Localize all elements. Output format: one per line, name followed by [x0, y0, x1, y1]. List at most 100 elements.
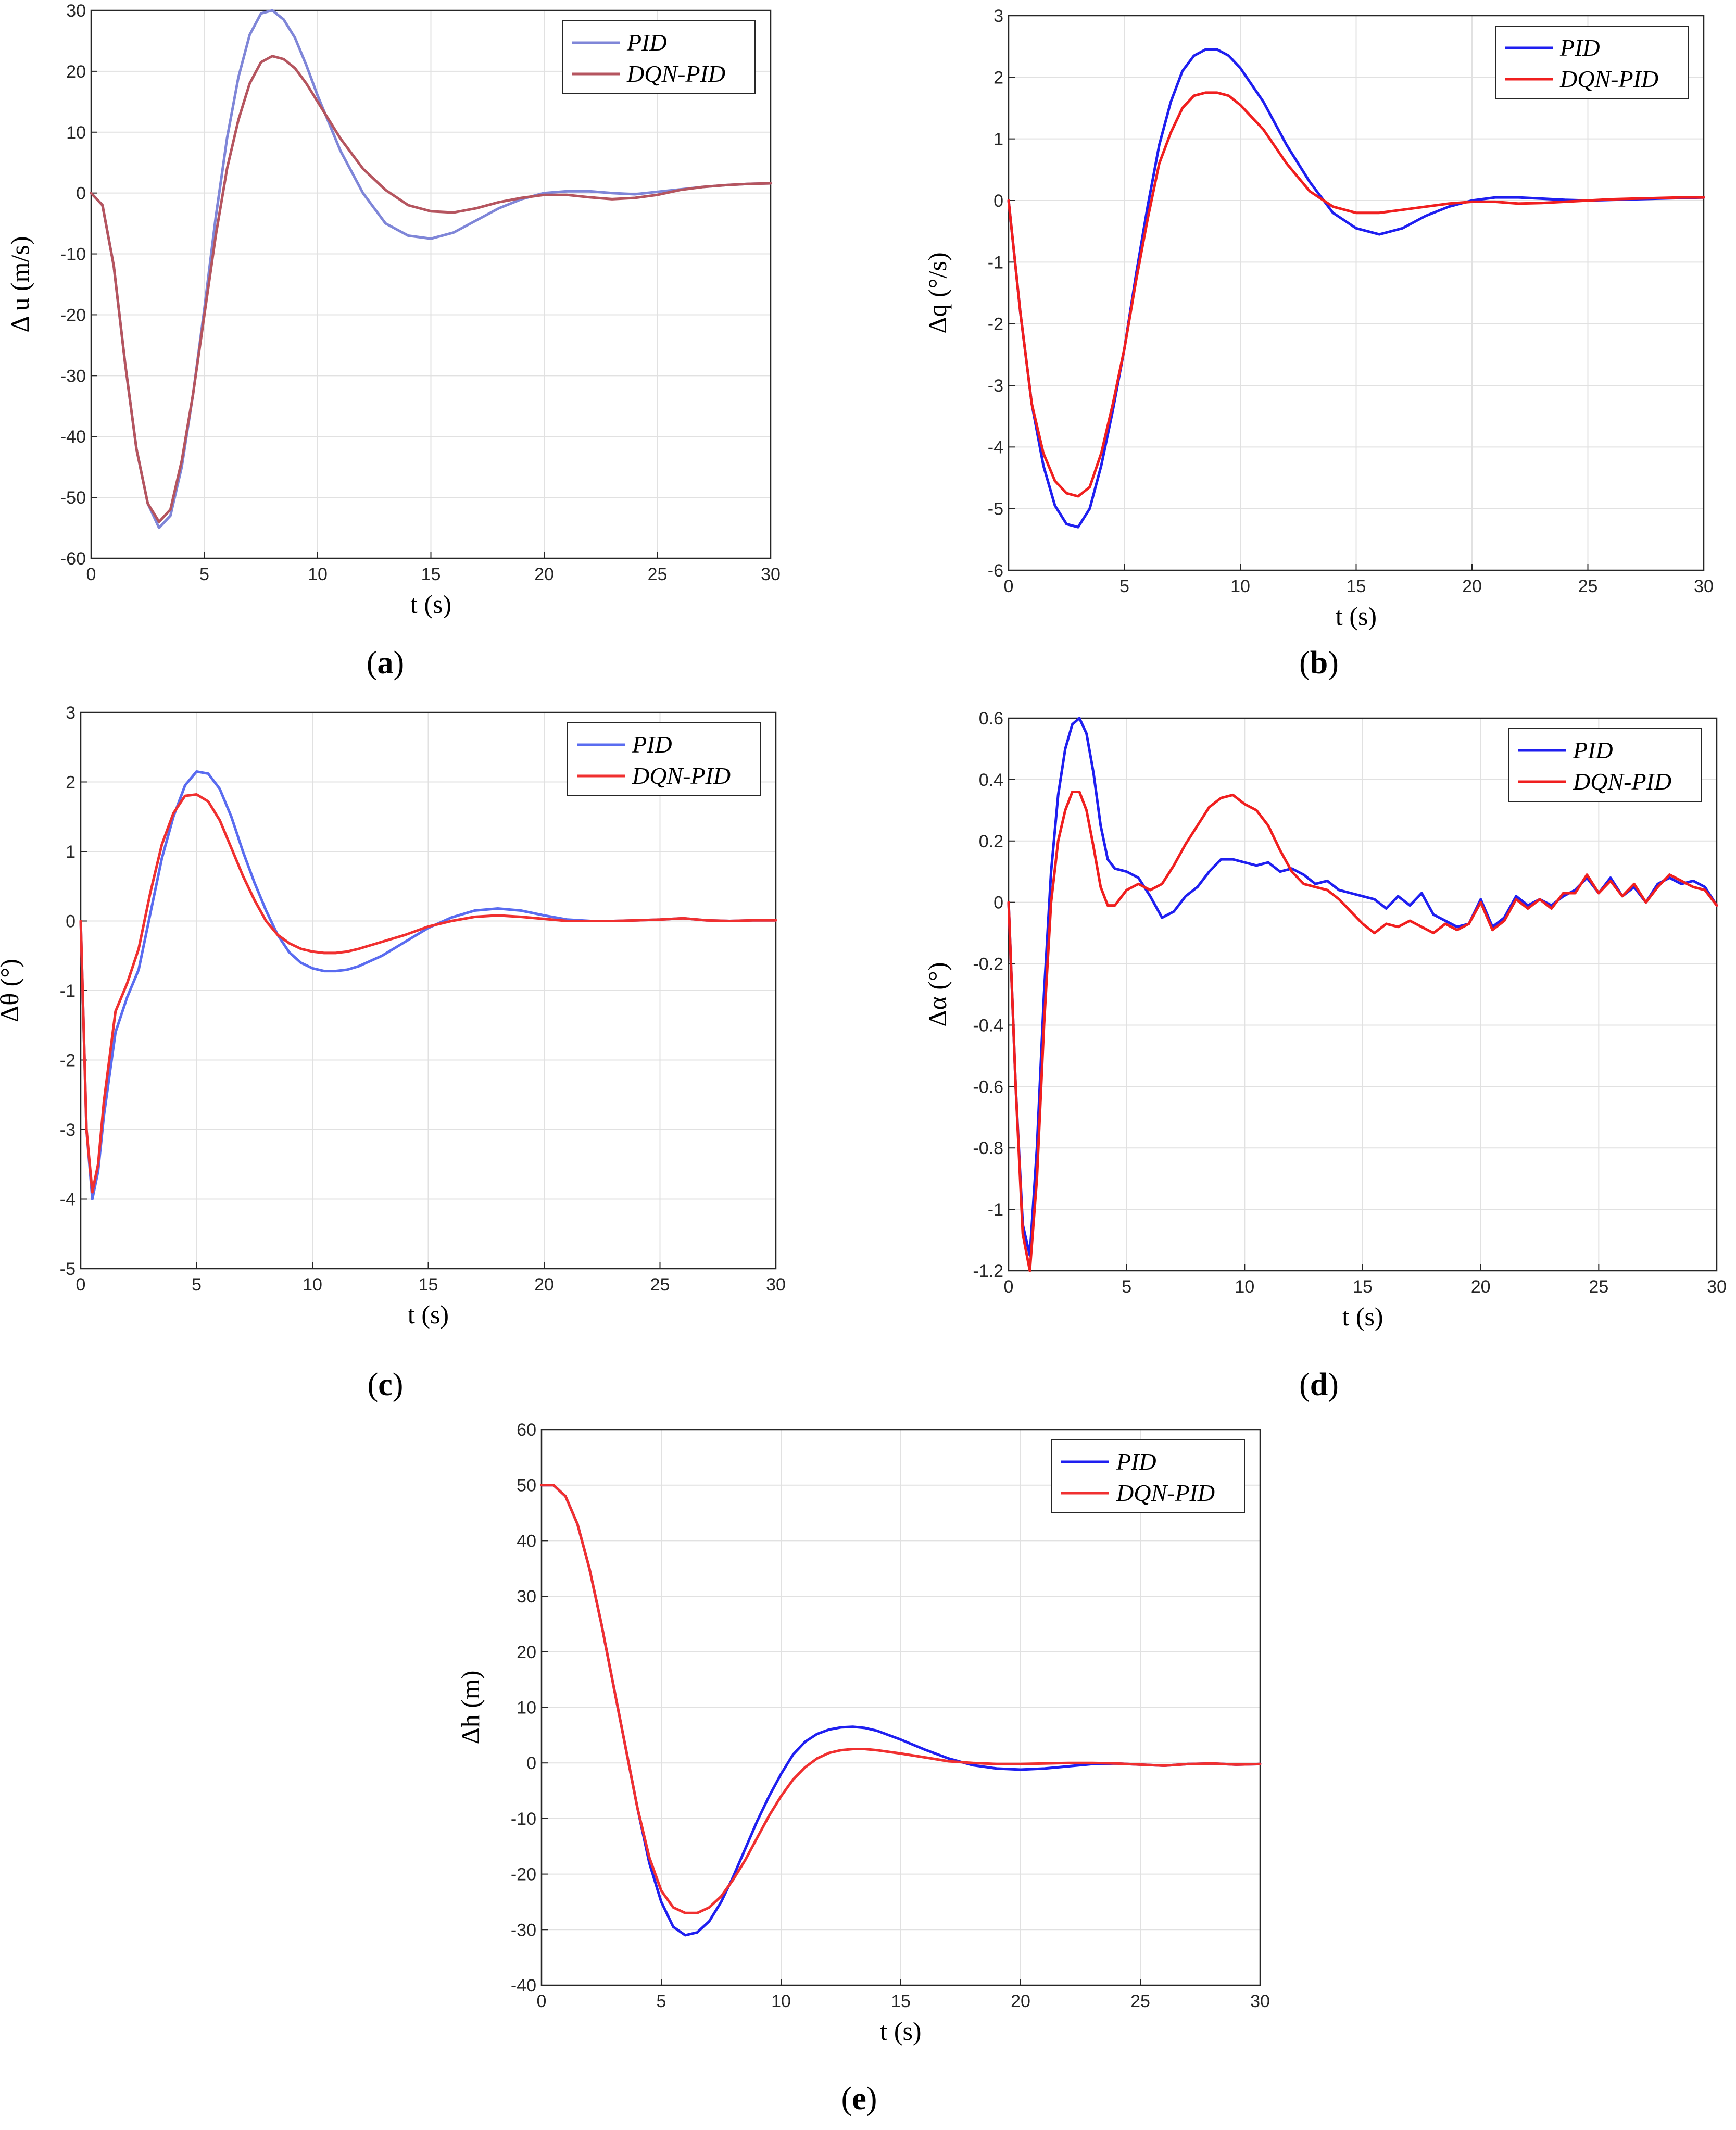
x-tick-label: 5 — [657, 1991, 666, 2011]
legend: PID DQN-PID — [1051, 1439, 1245, 1513]
chart-d: 0 5 10 15 20 25 30 -1.2 -1 -0.8 -0.6 -0.4 -0.2 0 0.2 0.… — [923, 709, 1727, 1331]
x-tick-label: 30 — [1250, 1991, 1270, 2011]
y-tick-label: -0.8 — [973, 1138, 1003, 1158]
y-tick-label: -5 — [60, 1259, 76, 1279]
legend-entry: PID — [1116, 1448, 1156, 1475]
series-line-pid — [1007, 48, 1705, 529]
y-tick-label: -3 — [988, 376, 1003, 396]
x-tick-label: 20 — [1011, 1991, 1030, 2011]
caption-c: (c) — [367, 1367, 404, 1402]
caption-e: (e) — [841, 2081, 877, 2116]
y-tick-label: -6 — [988, 561, 1003, 581]
x-axis-label: t (s) — [408, 1300, 449, 1329]
x-tick-label: 30 — [1694, 577, 1714, 596]
legend: PID DQN-PID — [567, 722, 761, 796]
x-tick-label: 25 — [648, 565, 668, 584]
x-tick-label: 25 — [1589, 1277, 1608, 1297]
legend-entry: PID — [1559, 34, 1600, 61]
x-tick-label: 5 — [1122, 1277, 1131, 1297]
legend-entry: PID — [626, 29, 667, 56]
y-tick-label: 10 — [517, 1698, 536, 1718]
y-tick-label: -1 — [60, 981, 76, 1001]
y-tick-label: -40 — [511, 1976, 536, 1996]
series-line-dqn-pid — [1007, 791, 1718, 1272]
legend-entry: DQN-PID — [632, 762, 731, 789]
y-tick-label: 10 — [66, 123, 86, 143]
y-tick-label: 2 — [993, 68, 1003, 87]
series-line-dqn-pid — [90, 55, 772, 523]
y-tick-label: 30 — [66, 1, 86, 21]
caption-letter-e: e — [852, 2081, 866, 2116]
x-tick-label: 10 — [303, 1275, 322, 1295]
caption-letter-b: b — [1310, 645, 1328, 681]
x-tick-label: 20 — [534, 565, 554, 584]
y-tick-label: -60 — [60, 549, 86, 569]
y-tick-label: 0 — [526, 1753, 536, 1773]
y-tick-label: 3 — [66, 703, 76, 723]
caption-letter-d: d — [1310, 1367, 1328, 1402]
x-tick-label: 15 — [1353, 1277, 1373, 1297]
x-tick-label: 5 — [1119, 577, 1129, 596]
legend-entry: DQN-PID — [626, 60, 725, 87]
x-tick-label: 10 — [1235, 1277, 1254, 1297]
y-tick-label: 20 — [66, 62, 86, 82]
chart-e: 0 5 10 15 20 25 30 -40 -30 -20 -10 0 10 20 30 40 50 60 t (… — [458, 1420, 1270, 2046]
x-axis-label: t (s) — [880, 2016, 921, 2046]
series-line-pid — [90, 9, 772, 530]
y-tick-label: 0 — [66, 912, 76, 932]
y-tick-label: 0.4 — [979, 770, 1003, 790]
y-axis-label: Δθ (°) — [0, 959, 24, 1022]
x-tick-label: 5 — [199, 565, 209, 584]
y-tick-label: -10 — [511, 1809, 536, 1829]
y-tick-label: -3 — [60, 1120, 76, 1140]
legend-entry: DQN-PID — [1573, 768, 1671, 795]
legend: PID DQN-PID — [1495, 26, 1689, 99]
y-tick-label: 0 — [993, 191, 1003, 211]
legend-entry: DQN-PID — [1116, 1480, 1215, 1506]
x-tick-label: 10 — [771, 1991, 791, 2011]
y-tick-label: -2 — [60, 1051, 76, 1071]
x-tick-label: 25 — [1130, 1991, 1150, 2011]
x-tick-label: 15 — [419, 1275, 438, 1295]
legend-box — [567, 722, 761, 796]
y-tick-label: -20 — [60, 305, 86, 325]
caption-d: (d) — [1299, 1367, 1339, 1402]
y-tick-label: -0.2 — [973, 955, 1003, 974]
y-tick-label: 20 — [517, 1643, 536, 1662]
x-tick-label: 20 — [1462, 577, 1482, 596]
chart-c: 0 5 10 15 20 25 30 -5 -4 -3 -2 -1 0 1 2 3 t (s) Δθ (°) PID… — [0, 703, 786, 1329]
x-tick-label: 10 — [1230, 577, 1250, 596]
x-tick-label: 0 — [1004, 1277, 1014, 1297]
x-tick-label: 15 — [421, 565, 441, 584]
x-tick-label: 0 — [86, 565, 96, 584]
y-tick-label: 0 — [993, 893, 1003, 913]
x-tick-label: 25 — [650, 1275, 670, 1295]
y-tick-label: -2 — [988, 315, 1003, 334]
y-axis-label: Δq (°/s) — [923, 252, 952, 333]
legend-entry: DQN-PID — [1559, 66, 1658, 92]
caption-b: (b) — [1299, 645, 1339, 681]
y-axis-label: Δh (m) — [458, 1671, 485, 1745]
y-tick-label: -0.6 — [973, 1077, 1003, 1097]
x-tick-label: 30 — [761, 565, 781, 584]
x-tick-label: 15 — [1347, 577, 1366, 596]
y-tick-label: -1 — [988, 1200, 1003, 1220]
y-tick-label: -1.2 — [973, 1261, 1003, 1281]
x-tick-label: 15 — [891, 1991, 911, 2011]
y-axis-label: Δα (°) — [923, 962, 952, 1026]
y-tick-label: 50 — [517, 1476, 536, 1496]
legend: PID DQN-PID — [562, 20, 756, 94]
x-tick-label: 25 — [1578, 577, 1598, 596]
y-tick-label: -30 — [511, 1920, 536, 1940]
y-tick-label: -1 — [988, 253, 1003, 272]
y-tick-label: -20 — [511, 1865, 536, 1885]
series-line-dqn-pid — [79, 793, 777, 1194]
y-tick-label: 60 — [517, 1420, 536, 1440]
x-tick-label: 10 — [308, 565, 328, 584]
chart-b: 0 5 10 15 20 25 30 -6 -5 -4 -3 -2 -1 0 1 2 3 t (s) Δq (°/s… — [923, 6, 1714, 631]
series-line-dqn-pid — [1007, 91, 1705, 498]
series-line-dqn-pid — [540, 1484, 1262, 1914]
y-tick-label: -50 — [60, 488, 86, 508]
x-tick-label: 30 — [1707, 1277, 1727, 1297]
